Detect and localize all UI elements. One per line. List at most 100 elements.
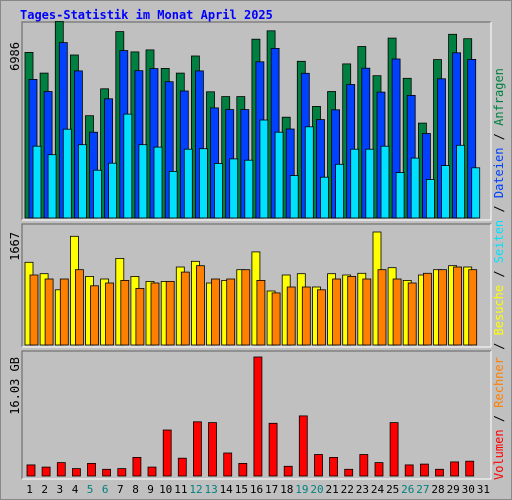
legend-part-6: Seiten (492, 220, 506, 263)
bar-seiten-day-10 (168, 170, 178, 219)
day-label-13: 13 (204, 483, 217, 496)
bar-volumen-day-11 (177, 457, 187, 477)
legend-part-10: Anfragen (492, 68, 506, 126)
day-label-5: 5 (87, 483, 94, 496)
day-label-14: 14 (220, 483, 234, 496)
panel-2 (21, 223, 492, 348)
day-label-17: 17 (265, 483, 278, 496)
bar-seiten-day-8 (138, 144, 148, 219)
day-label-15: 15 (235, 483, 248, 496)
bar-rechner-day-3 (59, 278, 69, 346)
bar-seiten-day-15 (244, 159, 254, 219)
bar-rechner-day-1 (29, 274, 39, 346)
panel-border-dark (21, 21, 491, 220)
bar-volumen-day-6 (102, 468, 111, 477)
bar-seiten-day-6 (108, 162, 117, 219)
bar-seiten-day-22 (350, 148, 360, 219)
bar-volumen-day-13 (208, 422, 217, 477)
bar-seiten-day-2 (47, 154, 57, 219)
day-label-2: 2 (41, 483, 48, 496)
bar-seiten-day-18 (289, 175, 299, 219)
day-label-9: 9 (147, 483, 154, 496)
bar-volumen-day-10 (162, 429, 172, 477)
bar-rechner-day-9 (150, 282, 160, 346)
bar-rechner-day-14 (226, 278, 236, 346)
bar-rechner-day-27 (422, 272, 432, 346)
bar-seiten-day-9 (153, 146, 163, 219)
bar-rechner-day-13 (211, 278, 220, 346)
series-rechner (29, 265, 478, 346)
bar-rechner-day-4 (75, 269, 84, 346)
chart-title: Tages-Statistik im Monat April 2025 (20, 8, 273, 22)
bar-volumen-day-22 (344, 468, 354, 477)
bar-seiten-day-20 (320, 176, 329, 219)
legend-part-2: Rechner (492, 357, 506, 408)
bar-rechner-day-30 (468, 269, 478, 346)
bar-seiten-day-4 (78, 144, 87, 219)
bar-seiten-day-21 (335, 163, 345, 219)
bar-seiten-day-25 (395, 172, 405, 219)
bar-volumen-day-2 (41, 466, 51, 477)
day-label-26: 26 (401, 483, 414, 496)
bar-rechner-day-26 (407, 282, 417, 346)
panel-border-dark (21, 350, 491, 479)
bar-volumen-day-15 (238, 462, 248, 477)
bar-seiten-day-12 (198, 148, 208, 219)
day-label-25: 25 (386, 483, 399, 496)
bar-volumen-day-23 (359, 454, 369, 477)
bar-rechner-day-17 (271, 292, 281, 346)
day-label-27: 27 (416, 483, 429, 496)
y-max-label-panel-3: 16.03 GB (8, 357, 22, 415)
bar-rechner-day-2 (44, 278, 54, 346)
day-label-3: 3 (56, 483, 63, 496)
bar-volumen-day-25 (389, 422, 399, 477)
day-label-28: 28 (431, 483, 444, 496)
bar-volumen-day-3 (56, 462, 66, 477)
bar-volumen-day-19 (298, 415, 308, 477)
bar-volumen-day-26 (404, 464, 414, 477)
bar-volumen-day-1 (26, 464, 36, 477)
day-label-6: 6 (102, 483, 109, 496)
day-label-1: 1 (26, 483, 33, 496)
bar-volumen-day-28 (435, 468, 444, 477)
bar-seiten-day-27 (425, 179, 435, 219)
bar-volumen-day-27 (419, 463, 429, 477)
bar-rechner-day-22 (347, 275, 357, 346)
bar-rechner-day-15 (241, 269, 251, 346)
bar-volumen-day-8 (132, 456, 142, 477)
day-label-31: 31 (477, 483, 490, 496)
bar-seiten-day-30 (471, 167, 481, 219)
bar-seiten-day-16 (259, 119, 269, 219)
bar-volumen-day-30 (465, 460, 475, 477)
legend-part-3: / (492, 335, 506, 357)
legend-part-9: / (492, 126, 506, 148)
bar-seiten-day-23 (365, 148, 375, 219)
bar-rechner-day-23 (362, 278, 372, 346)
bar-volumen-day-9 (147, 466, 157, 477)
legend-part-7: / (492, 198, 506, 220)
bar-volumen-day-14 (223, 452, 233, 477)
bar-seiten-day-11 (183, 148, 193, 219)
day-label-30: 30 (462, 483, 475, 496)
panel-border-light (22, 351, 492, 480)
bar-volumen-day-20 (314, 454, 323, 477)
day-label-20: 20 (310, 483, 323, 496)
bar-rechner-day-19 (301, 286, 311, 346)
chart-panels (21, 21, 492, 480)
panel-3 (21, 350, 492, 480)
legend-part-1: / (492, 408, 506, 430)
legend-part-0: Volumen (492, 429, 506, 480)
day-label-8: 8 (132, 483, 139, 496)
bar-volumen-day-5 (87, 462, 96, 477)
legend-part-4: Besuche (492, 285, 506, 336)
bar-volumen-day-4 (72, 468, 81, 477)
bar-rechner-day-24 (377, 269, 387, 346)
day-label-7: 7 (117, 483, 124, 496)
bar-rechner-day-29 (453, 266, 463, 346)
bar-seiten-day-7 (123, 113, 133, 219)
bar-seiten-day-14 (229, 158, 239, 219)
panel-border-light (22, 22, 492, 221)
series-legend: Volumen / Rechner / Besuche / Seiten / D… (492, 68, 506, 480)
day-label-23: 23 (356, 483, 369, 496)
